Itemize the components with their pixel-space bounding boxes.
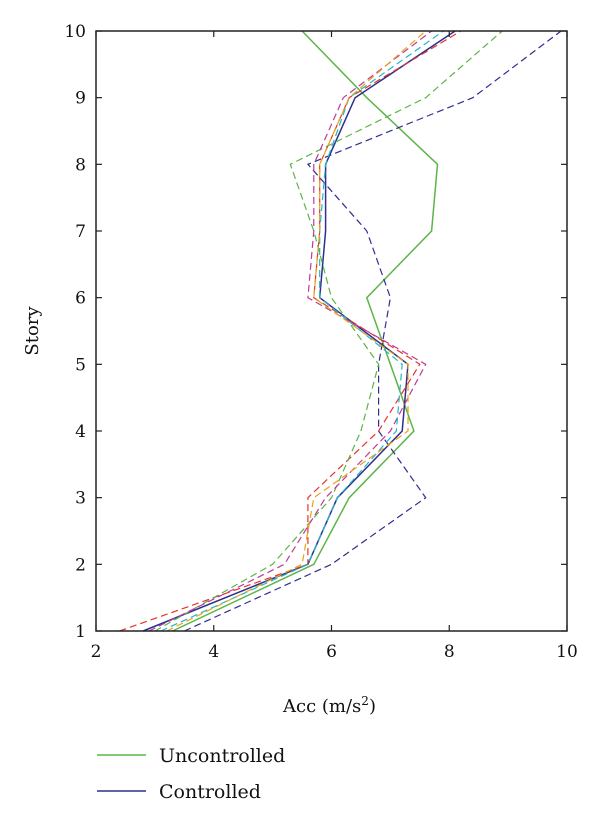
- series-line-dashed-3: [119, 30, 462, 632]
- y-tick-label: 10: [64, 22, 86, 42]
- series-line-dashed-2: [184, 30, 562, 632]
- series-line-dashed-6: [160, 30, 444, 632]
- y-tick-label: 2: [75, 555, 86, 575]
- series-line-uncontrolled: [172, 30, 439, 632]
- series-line-controlled: [142, 30, 456, 632]
- y-tick-label: 7: [75, 222, 86, 242]
- y-tick-label: 1: [75, 622, 86, 642]
- y-tick-label: 8: [75, 155, 86, 175]
- x-tick-label: 2: [91, 642, 102, 662]
- x-tick-label: 8: [444, 642, 455, 662]
- plot-frame: [95, 30, 568, 632]
- y-axis-title: Story: [22, 306, 43, 356]
- x-axis-title: Acc (m/s2): [282, 694, 376, 717]
- y-tick-label: 5: [75, 355, 86, 375]
- legend: Uncontrolled Controlled: [97, 745, 285, 803]
- y-tick-label: 6: [75, 289, 86, 309]
- y-tick-label: 9: [75, 89, 86, 109]
- series-line-dashed-7: [166, 30, 427, 632]
- series-line-dashed-4: [154, 30, 503, 632]
- series-line-dashed-5: [148, 30, 432, 632]
- legend-label-uncontrolled: Uncontrolled: [159, 745, 285, 767]
- legend-label-controlled: Controlled: [159, 781, 261, 803]
- x-tick-label: 4: [208, 642, 219, 662]
- series-lines: [119, 30, 562, 632]
- y-tick-label: 3: [75, 489, 86, 509]
- x-tick-label: 10: [556, 642, 578, 662]
- x-tick-label: 6: [326, 642, 337, 662]
- y-tick-label: 4: [75, 422, 86, 442]
